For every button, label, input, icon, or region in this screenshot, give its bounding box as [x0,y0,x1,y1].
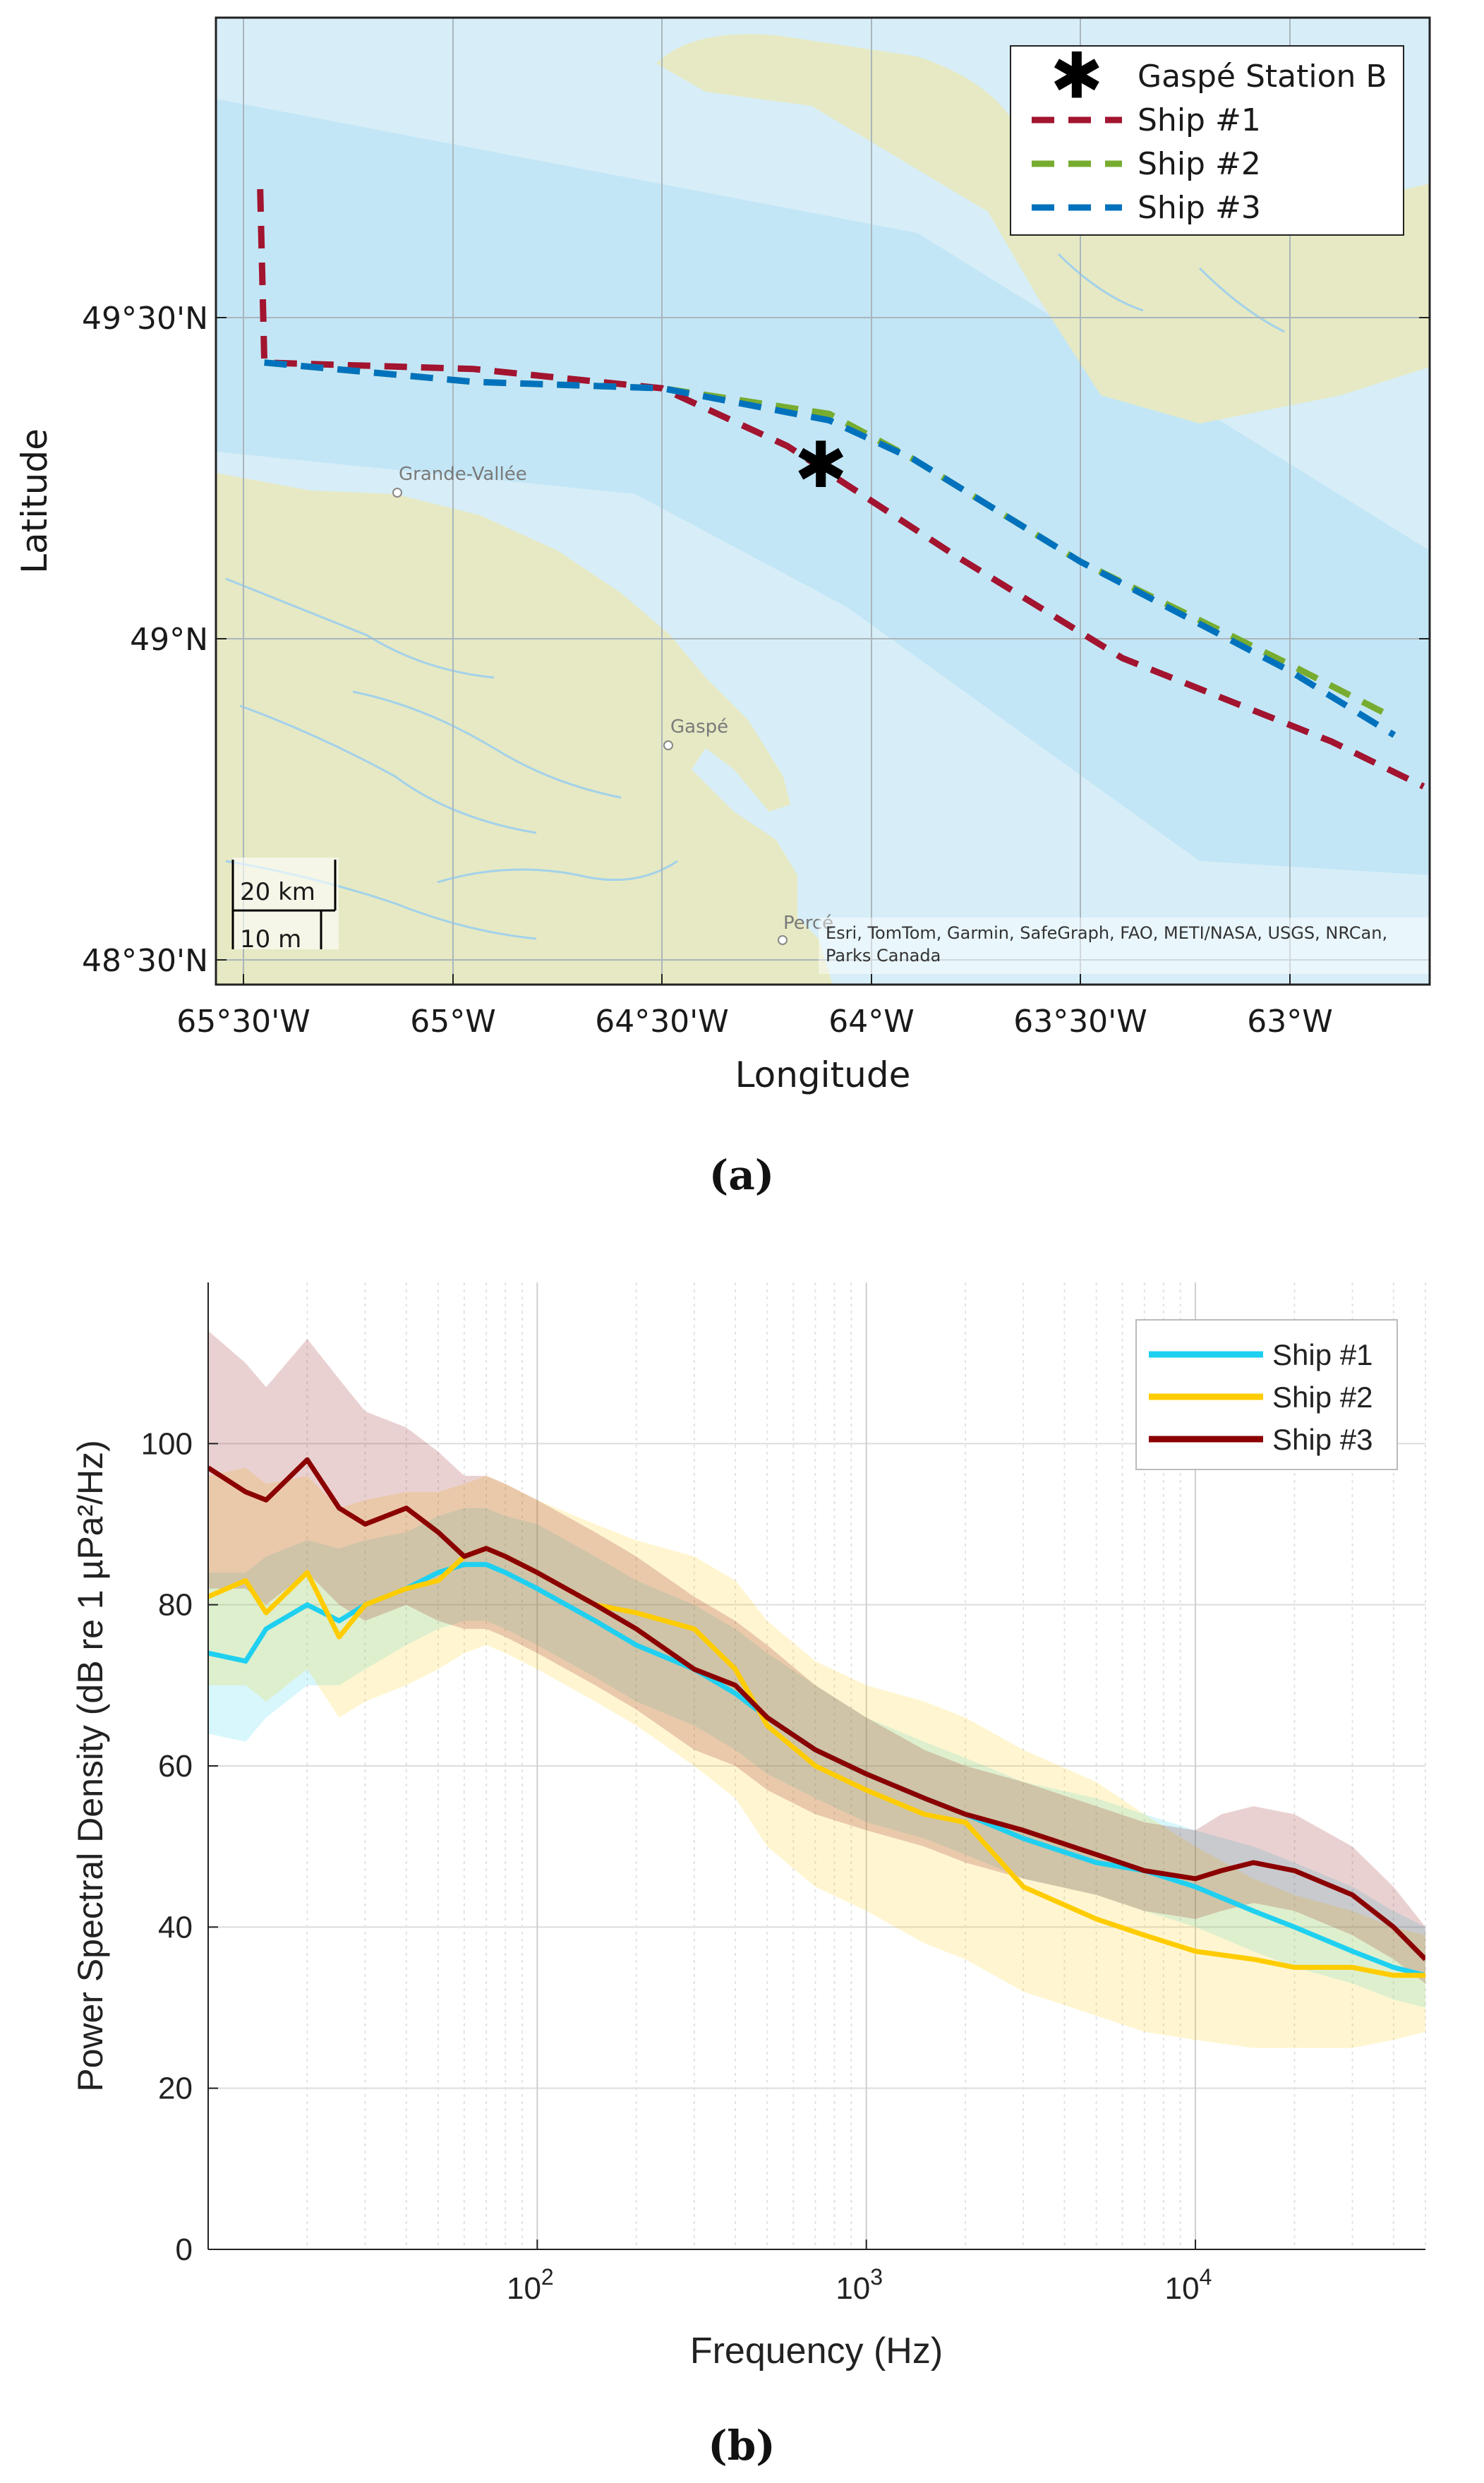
map-ytick-label: 49°N [130,622,208,658]
attribution-line-2: Parks Canada [826,946,941,966]
map-xtick-label: 65°W [410,1004,496,1040]
map-legend: ✱ Gaspé Station B Ship #1 Ship #2 Ship #… [1010,40,1404,236]
deep-water-band [216,99,1430,875]
psd-chart: 0 20 40 60 80 100 102 103 104 Frequency (Hz) Pow… [71,1282,1426,2470]
gaspe-peninsula [216,473,833,985]
psd-series-band [208,1330,1425,1984]
psd-ytick-label: 80 [158,1588,193,1623]
psd-series-band [208,1467,1425,2048]
psd-series-band [208,1508,1425,2008]
psd-ytick-label: 40 [158,1910,193,1944]
ship-track [264,359,1396,738]
map-xtick-label: 64°30'W [595,1004,729,1040]
attribution-line-1: Esri, TomTom, Garmin, SafeGraph, FAO, ME… [826,923,1387,943]
map-ytick-label: 48°30'N [82,943,208,979]
place-perce: Percé [783,913,833,934]
place-grande-vallee: Grande-Vallée [399,464,527,485]
legend-station-icon: ✱ [1050,40,1103,114]
map-xlabel: Longitude [735,1054,911,1095]
gaspe-marker [663,740,673,750]
ship-tracks [257,188,1425,790]
psd-series-line [208,1457,1425,1961]
map-axis-ticks [216,317,1430,985]
rivers [225,253,1285,940]
map-frame [215,16,1431,986]
psd-bands [208,1330,1425,2048]
psd-xtick-label: 104 [1165,2264,1212,2306]
legend-ship1-label: Ship #1 [1138,102,1261,138]
psd-xtick-label: 103 [835,2264,883,2306]
place-gaspe: Gaspé [670,716,728,738]
psd-legend: Ship #1 Ship #2 Ship #3 [1135,1319,1398,1470]
psd-legend-ship1-label: Ship #1 [1272,1338,1373,1371]
map-legend-box [1010,45,1404,236]
psd-ticks: 0 20 40 60 80 100 102 103 104 [141,1426,1212,2306]
ship-track [257,188,1425,790]
map-xtick-label: 63°W [1247,1004,1333,1040]
grande-vallee-marker [392,488,402,498]
map-ytick-label: 49°30'N [82,301,208,337]
legend-station-label: Gaspé Station B [1138,59,1387,95]
map-ylabel: Latitude [14,428,55,574]
psd-ytick-label: 60 [158,1749,193,1784]
caption-a: (a) [709,1151,774,1199]
attribution-bg [819,918,1430,974]
scale-m-label: 10 m [240,925,301,954]
legend-ship2-label: Ship #2 [1138,146,1261,182]
psd-legend-ship3-label: Ship #3 [1272,1423,1373,1456]
legend-ship3-label: Ship #3 [1138,190,1261,226]
map-xtick-label: 65°30'W [176,1004,310,1040]
psd-ytick-label: 100 [141,1426,193,1461]
psd-xlabel: Frequency (Hz) [690,2331,943,2371]
psd-legend-ship2-label: Ship #2 [1272,1381,1373,1414]
psd-ylabel: Power Spectral Density (dB re 1 µPa²/Hz) [71,1440,110,2092]
map-panel: Grande-Vallée Gaspé Percé ✱ Esri, TomTom… [14,16,1431,1199]
psd-ytick-label: 0 [176,2232,193,2267]
psd-series-line [208,1546,1425,1978]
psd-lines [208,1457,1425,1978]
map-xtick-label: 63°30'W [1013,1004,1147,1040]
perce-marker [778,935,788,945]
caption-b: (b) [708,2422,775,2470]
map-xtick-label: 64°W [828,1004,915,1040]
psd-ytick-label: 20 [158,2072,193,2106]
station-b-marker: ✱ [795,428,847,503]
scale-km-label: 20 km [240,878,315,906]
psd-xtick-label: 102 [507,2264,554,2306]
